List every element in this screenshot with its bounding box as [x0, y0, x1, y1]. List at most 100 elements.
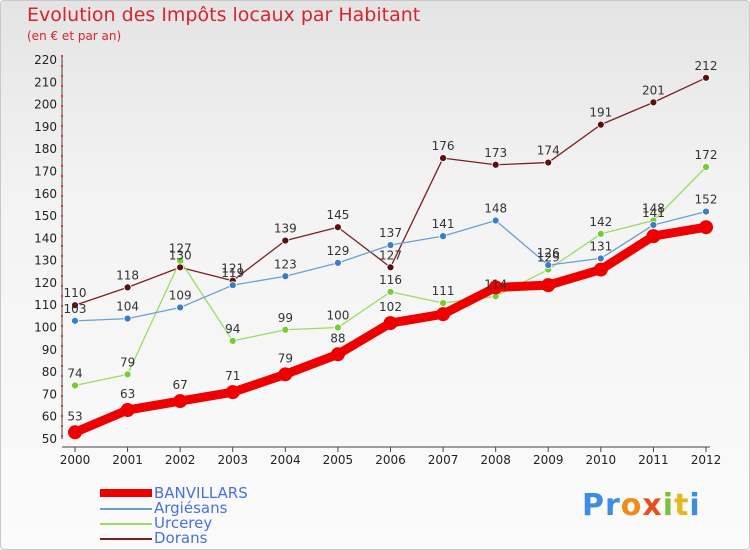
data-point [593, 262, 608, 277]
data-label: 63 [120, 387, 135, 401]
data-point [334, 223, 342, 232]
x-tick-label: 2000 [60, 453, 91, 467]
data-point [334, 258, 342, 267]
x-tick-label: 2009 [533, 453, 564, 467]
data-point [334, 323, 342, 332]
legend-swatch [100, 489, 152, 497]
data-point [649, 221, 658, 229]
logo-letter: i [689, 488, 701, 523]
y-tick-label: 50 [42, 432, 57, 446]
data-label: 110 [64, 286, 87, 300]
data-label: 131 [589, 239, 612, 253]
data-point [228, 281, 237, 290]
data-point [123, 370, 132, 379]
data-label: 127 [169, 242, 192, 256]
y-tick-label: 170 [34, 164, 57, 178]
data-label: 99 [278, 311, 293, 325]
data-point [71, 381, 79, 390]
data-label: 116 [379, 273, 402, 287]
data-label: 129 [326, 244, 349, 258]
data-label: 88 [330, 331, 345, 345]
x-tick-label: 2010 [586, 453, 617, 467]
data-point [281, 325, 290, 334]
data-label: 67 [173, 378, 188, 392]
y-tick-label: 180 [34, 142, 57, 156]
data-label: 102 [379, 300, 402, 314]
data-point [330, 347, 345, 362]
data-point [281, 236, 290, 245]
data-label: 100 [326, 309, 349, 323]
data-label: 126 [537, 246, 560, 260]
logo-letter: x [642, 488, 663, 523]
legend-swatch [100, 523, 152, 525]
y-tick-label: 130 [34, 254, 57, 268]
data-label: 176 [432, 139, 455, 153]
logo-letter: t [674, 488, 690, 523]
proxiti-logo: Proxiti [582, 488, 701, 523]
data-label: 152 [695, 193, 718, 207]
data-label: 79 [120, 355, 135, 369]
data-label: 109 [169, 288, 192, 302]
data-point [68, 425, 82, 440]
legend-swatch [100, 508, 152, 510]
data-label: 148 [642, 202, 665, 216]
data-point [176, 303, 185, 312]
x-tick-label: 2001 [112, 453, 143, 467]
legend-label: Dorans [154, 529, 208, 547]
y-tick-label: 190 [34, 120, 57, 134]
data-point [71, 301, 79, 310]
data-point [176, 256, 185, 265]
x-tick-label: 2004 [270, 453, 301, 467]
data-label: 119 [221, 266, 244, 280]
data-point [436, 307, 451, 322]
data-point [123, 314, 132, 323]
data-label: 123 [274, 257, 297, 271]
data-label: 174 [537, 144, 560, 158]
data-label: 103 [64, 302, 87, 316]
data-point [439, 232, 447, 241]
data-point [491, 160, 500, 169]
data-label: 145 [326, 208, 349, 222]
data-point [649, 98, 658, 107]
data-point [173, 394, 188, 409]
data-label: 130 [169, 248, 192, 262]
data-label: 53 [67, 409, 82, 423]
logo-letter: o [620, 488, 643, 523]
data-labels: 110 118 130 121 139 145 127 176 173 174 191 201 212 7… [64, 59, 718, 423]
data-point [383, 316, 398, 331]
data-label: 114 [484, 277, 507, 291]
data-label: 139 [274, 222, 297, 236]
series-points [68, 73, 713, 440]
y-tick-label: 60 [42, 410, 57, 424]
y-tick-label: 140 [34, 231, 57, 245]
legend-swatch [100, 538, 152, 540]
data-label: 104 [116, 300, 139, 314]
data-point [544, 261, 553, 270]
data-label: 212 [695, 59, 718, 73]
data-label: 142 [589, 215, 612, 229]
data-label: 173 [484, 146, 507, 160]
y-tick-label: 160 [34, 187, 57, 201]
logo-letter: r [605, 488, 621, 523]
logo-letter: P [582, 488, 605, 523]
legend-label: Urcerey [154, 514, 213, 532]
data-point [281, 272, 290, 281]
data-label: 121 [221, 262, 244, 276]
data-label: 141 [432, 217, 455, 231]
x-tick-label: 2007 [428, 453, 459, 467]
y-tick-label: 70 [42, 387, 57, 401]
data-label: 201 [642, 83, 665, 97]
logo-letter: i [662, 488, 675, 523]
y-tick-label: 110 [34, 298, 57, 312]
x-tick-label: 2006 [375, 453, 406, 467]
data-label: 111 [432, 284, 455, 298]
data-point [702, 163, 710, 171]
data-point [702, 73, 710, 82]
data-label: 71 [225, 369, 240, 383]
legend-label: Argiésans [154, 499, 228, 517]
data-point [596, 120, 605, 129]
data-point [278, 367, 293, 382]
data-point [596, 229, 605, 238]
data-point [646, 229, 661, 244]
